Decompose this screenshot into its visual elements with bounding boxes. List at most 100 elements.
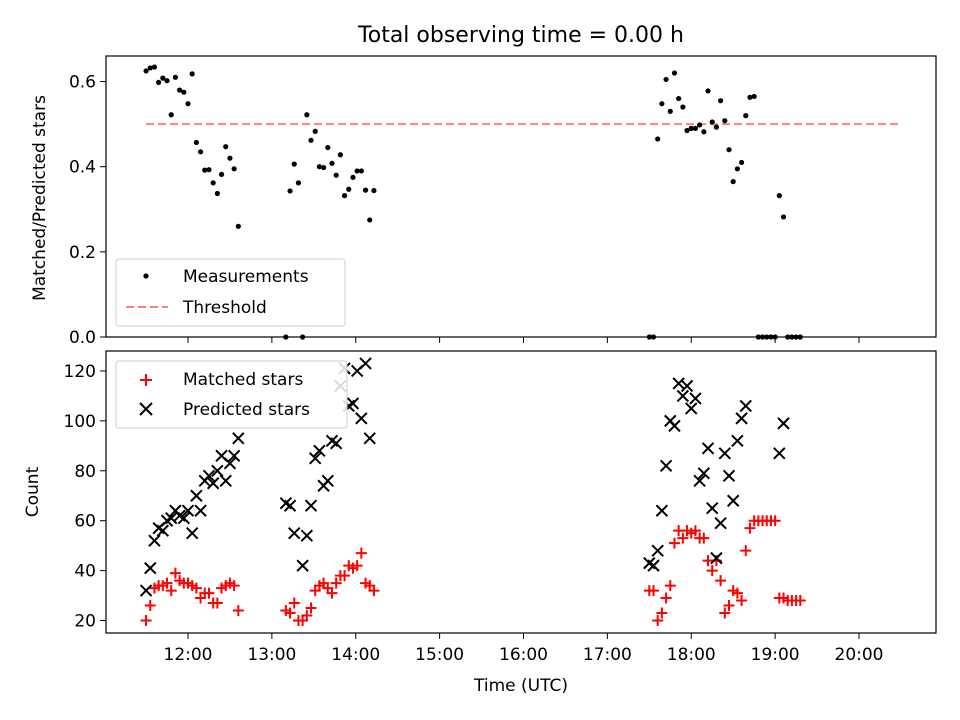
matched-star-point (677, 532, 689, 544)
matched-star-point (330, 577, 342, 589)
measurement-point (747, 94, 753, 100)
measurement-point (329, 160, 335, 166)
measurement-point (734, 166, 740, 172)
x-tick-label: 12:00 (164, 645, 213, 665)
ratio-y-axis-label: Matched/Predicted stars (30, 95, 50, 301)
x-axis-label: Time (UTC) (473, 676, 568, 696)
measurement-point (358, 168, 364, 174)
predicted-star-point (363, 432, 376, 445)
predicted-star-point (359, 357, 372, 370)
ratio-axes-frame (105, 55, 937, 338)
measurement-point (333, 172, 339, 178)
measurement-point (705, 88, 711, 94)
measurement-point (235, 223, 241, 229)
matched-star-point (140, 615, 152, 627)
measurement-point (684, 127, 690, 134)
measurement-point (210, 180, 216, 186)
predicted-star-point (718, 447, 732, 460)
matched-star-point (203, 587, 215, 599)
predicted-star-point (697, 467, 711, 480)
predicted-star-point (722, 469, 736, 482)
measurement-point (776, 193, 782, 199)
x-tick-label: 13:00 (247, 645, 296, 665)
measurement-point (676, 95, 682, 102)
measurement-point (181, 89, 187, 95)
predicted-star-point (148, 534, 161, 547)
measurement-point (172, 74, 179, 80)
predicted-star-point (144, 561, 157, 575)
predicted-star-point (304, 499, 318, 512)
measurement-point (160, 75, 166, 81)
legend-matched-marker (140, 374, 152, 386)
matched-star-point (668, 537, 680, 549)
count-legend-box (115, 360, 348, 429)
matched-star-point (161, 577, 173, 589)
matched-star-point (165, 585, 177, 597)
measurement-point (371, 187, 377, 194)
matched-star-point (284, 607, 296, 619)
measurement-point (189, 71, 195, 77)
measurement-point (316, 164, 323, 170)
predicted-star-point (309, 452, 322, 465)
ratio-y-tick-label: 0.6 (69, 73, 96, 93)
matched-star-point (660, 592, 672, 604)
measurement-point (743, 113, 749, 119)
measurement-point (738, 159, 745, 166)
predicted-star-point (321, 474, 334, 487)
measurement-point (223, 144, 229, 150)
x-tick-label: 20:00 (835, 645, 884, 665)
measurement-point (206, 167, 212, 173)
predicted-star-point (346, 397, 360, 410)
measurement-point (730, 178, 736, 185)
legend-predicted-marker (139, 402, 153, 416)
count-y-tick-label: 120 (64, 362, 96, 382)
ratio-y-tick-label: 0.0 (69, 328, 96, 348)
matched-star-point (664, 580, 676, 592)
matched-star-point (731, 587, 743, 599)
measurement-point (218, 171, 225, 177)
matched-star-point (652, 615, 664, 627)
measurement-point (295, 180, 302, 186)
predicted-star-point (177, 511, 191, 525)
count-y-tick-label: 20 (74, 612, 96, 632)
measurement-point (751, 93, 757, 100)
ratio-y-tick-label: 0.4 (69, 158, 96, 178)
measurement-point (312, 128, 318, 134)
matched-star-point (744, 522, 756, 534)
measurement-point (214, 190, 220, 197)
measurement-point (287, 188, 293, 194)
count-y-tick-label: 60 (74, 512, 96, 532)
predicted-star-point (735, 412, 748, 425)
predicted-star-point (139, 584, 153, 597)
measurement-point (193, 139, 199, 146)
matched-star-point (339, 570, 351, 582)
count-panel: Count Time (UTC) 20 40 60 80 100 120 12:00 13:… (23, 350, 937, 696)
measurement-point (341, 193, 348, 199)
measurement-point (164, 78, 170, 84)
predicted-star-point (693, 474, 706, 487)
ratio-legend: Measurements Threshold (115, 258, 346, 327)
matched-star-point (740, 545, 752, 557)
predicted-star-point (739, 399, 752, 413)
measurement-point (701, 129, 707, 135)
matched-star-point (355, 547, 367, 559)
predicted-star-point (211, 464, 224, 477)
predicted-star-point (232, 432, 245, 445)
measurement-point (320, 164, 327, 171)
predicted-star-point (313, 444, 326, 458)
predicted-star-point (165, 511, 178, 525)
ratio-y-tick-label: 0.2 (69, 243, 96, 263)
legend-matched-label: Matched stars (183, 370, 303, 390)
measurement-point (325, 144, 331, 151)
predicted-star-point (156, 524, 170, 537)
predicted-star-point (329, 437, 343, 450)
count-axes-frame (105, 350, 937, 634)
measurement-point (346, 186, 352, 192)
matched-star-point (301, 610, 313, 622)
predicted-star-point (680, 379, 694, 393)
predicted-star-point (689, 392, 702, 405)
x-tick-label: 15:00 (415, 645, 464, 665)
measurement-point (168, 112, 174, 118)
measurement-point (143, 68, 149, 74)
predicted-star-point (288, 526, 301, 540)
